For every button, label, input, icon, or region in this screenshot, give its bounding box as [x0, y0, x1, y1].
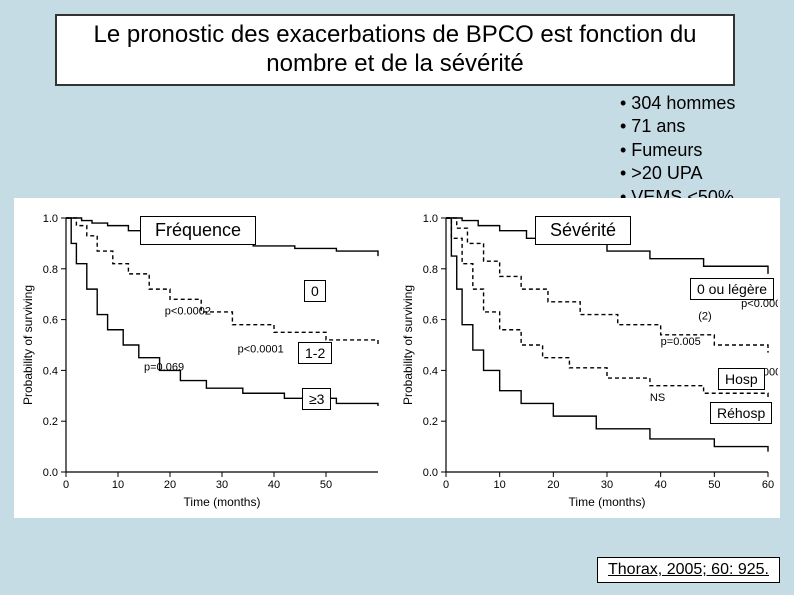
- svg-text:10: 10: [494, 479, 506, 491]
- svg-text:0.4: 0.4: [423, 365, 438, 377]
- svg-text:0.8: 0.8: [43, 264, 58, 276]
- chart-title-frequency: Fréquence: [140, 216, 256, 245]
- svg-text:10: 10: [112, 479, 124, 491]
- survival-chart-frequency: 0.0 0.2 0.4 0.6 0.8 1.0 0 10 20 30 40 50 Time (month…: [18, 202, 388, 512]
- svg-text:0.0: 0.0: [423, 467, 438, 479]
- svg-text:1.0: 1.0: [423, 213, 438, 225]
- svg-text:Probability of surviving: Probability of surviving: [401, 285, 415, 405]
- svg-text:Probability of surviving: Probability of surviving: [21, 285, 35, 405]
- svg-text:NS: NS: [650, 392, 665, 404]
- bullet: • >20 UPA: [620, 162, 788, 185]
- svg-text:0.2: 0.2: [423, 416, 438, 428]
- svg-text:p=0.005: p=0.005: [661, 336, 701, 348]
- bullet: • 304 hommes: [620, 92, 788, 115]
- svg-text:Time (months): Time (months): [569, 495, 646, 509]
- group-label-1-2: 1-2: [298, 342, 332, 364]
- bullet: • 71 ans: [620, 115, 788, 138]
- svg-text:40: 40: [655, 479, 667, 491]
- svg-text:0.4: 0.4: [43, 365, 58, 377]
- svg-text:0.6: 0.6: [43, 315, 58, 327]
- title-box: Le pronostic des exacerbations de BPCO e…: [55, 14, 735, 86]
- group-label-mild: 0 ou légère: [690, 278, 774, 300]
- svg-text:20: 20: [164, 479, 176, 491]
- svg-text:p<0.0002: p<0.0002: [165, 306, 211, 318]
- svg-text:0.6: 0.6: [423, 315, 438, 327]
- group-label-0: 0: [304, 280, 326, 302]
- svg-text:0: 0: [63, 479, 69, 491]
- survival-chart-severity: 0.0 0.2 0.4 0.6 0.8 1.0 0 10 20 30 40 50 60 Time (mon…: [398, 202, 778, 512]
- page-title: Le pronostic des exacerbations de BPCO e…: [67, 21, 723, 79]
- svg-text:0.2: 0.2: [43, 416, 58, 428]
- citation: Thorax, 2005; 60: 925.: [597, 557, 780, 583]
- svg-text:Time (months): Time (months): [184, 495, 261, 509]
- svg-text:30: 30: [601, 479, 613, 491]
- svg-text:1.0: 1.0: [43, 213, 58, 225]
- svg-text:50: 50: [708, 479, 720, 491]
- charts-panel: 0.0 0.2 0.4 0.6 0.8 1.0 0 10 20 30 40 50 Time (month…: [14, 198, 780, 518]
- svg-text:0.8: 0.8: [423, 264, 438, 276]
- svg-text:p<0.0001: p<0.0001: [238, 344, 284, 356]
- svg-text:0: 0: [443, 479, 449, 491]
- svg-text:20: 20: [547, 479, 559, 491]
- group-label-ge3: ≥3: [302, 388, 331, 410]
- group-label-hosp: Hosp: [718, 368, 765, 390]
- svg-text:p=0.069: p=0.069: [144, 361, 184, 373]
- svg-text:40: 40: [268, 479, 280, 491]
- svg-text:50: 50: [320, 479, 332, 491]
- group-label-rehosp: Réhosp: [710, 402, 772, 424]
- svg-text:0.0: 0.0: [43, 467, 58, 479]
- chart-title-severity: Sévérité: [535, 216, 631, 245]
- bullet: • Fumeurs: [620, 139, 788, 162]
- svg-text:30: 30: [216, 479, 228, 491]
- svg-text:(2): (2): [698, 311, 711, 323]
- svg-text:60: 60: [762, 479, 774, 491]
